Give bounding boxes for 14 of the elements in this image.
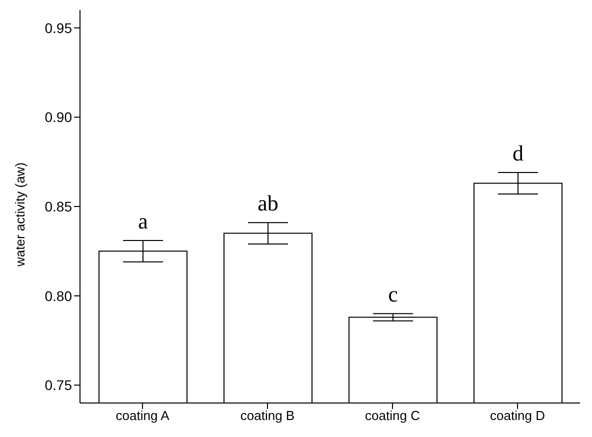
x-tick-label: coating D bbox=[490, 408, 545, 424]
x-tick-label: coating B bbox=[240, 408, 295, 424]
annotation: d bbox=[512, 140, 524, 166]
y-tick-label: 0.90 bbox=[44, 109, 72, 126]
annotation: c bbox=[388, 282, 398, 307]
y-tick-label: 0.85 bbox=[44, 198, 72, 214]
x-tick-label: coating C bbox=[365, 408, 420, 424]
y-axis-title: water activity (aw) bbox=[12, 162, 28, 268]
y-tick-label: 0.80 bbox=[44, 288, 72, 304]
annotation: a bbox=[138, 208, 148, 234]
x-tick-label: coating A bbox=[116, 408, 170, 424]
annotation: ab bbox=[258, 190, 278, 216]
y-tick-label: 0.75 bbox=[44, 377, 72, 394]
y-tick-label: 0.95 bbox=[44, 20, 72, 36]
